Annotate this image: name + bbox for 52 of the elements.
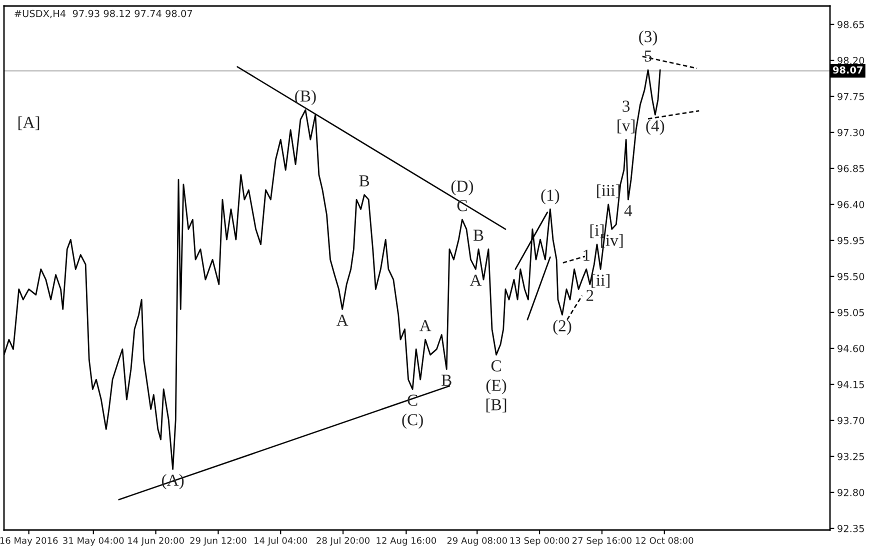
annotation: B [473, 230, 484, 241]
x-tick-label: 14 Jul 04:00 [254, 536, 308, 546]
x-tick-label: 14 Jun 20:00 [128, 537, 184, 546]
y-tick-label: 98.65 [838, 20, 864, 28]
x-tick-label: 31 May 04:00 [63, 537, 124, 546]
x-tick-label: 13 Sep 00:00 [510, 537, 570, 546]
annotation: (E) [486, 379, 506, 394]
annotation: C [457, 200, 467, 212]
annotation: [v] [618, 120, 635, 134]
y-tick-label: 94.15 [838, 380, 864, 388]
annotation: B [442, 374, 452, 386]
annotation: 2 [586, 290, 594, 301]
x-tick-label: 29 Aug 08:00 [447, 537, 507, 546]
annotation: (D) [451, 180, 474, 196]
y-tick-label: 96.85 [838, 164, 864, 172]
annotation: (2) [553, 320, 572, 335]
x-tick-label: 12 Aug 16:00 [376, 537, 436, 546]
y-tick-label: 92.80 [838, 488, 864, 496]
y-tick-label: 95.50 [838, 272, 864, 280]
y-tick-label: 95.05 [838, 308, 864, 316]
annotation: (1) [541, 189, 560, 204]
x-tick-label: 16 May 2016 [0, 537, 58, 546]
x-tick-label: 28 Jul 20:00 [316, 536, 370, 546]
annotation: A [470, 274, 482, 286]
ref-line-label: 98.07 [832, 66, 862, 74]
annotation: A [336, 314, 348, 326]
annotation: (4) [646, 120, 664, 135]
annotation: [B] [486, 398, 506, 412]
annotation: 1 [584, 250, 590, 261]
x-tick-label: 12 Oct 08:00 [636, 537, 694, 544]
y-tick-label: 98.20 [838, 56, 864, 64]
y-tick-label: 97.30 [838, 128, 864, 136]
annotation: (B) [295, 90, 316, 106]
y-tick-label: 92.35 [838, 524, 864, 532]
y-tick-label: 97.75 [838, 92, 864, 100]
y-tick-label: 96.40 [838, 200, 864, 208]
y-tick-label: 94.60 [838, 344, 864, 352]
x-tick-label: 29 Jun 12:00 [190, 537, 246, 546]
annotation: 3 [622, 100, 630, 112]
annotation: [A] [18, 116, 40, 130]
annotation: (3) [639, 30, 658, 46]
annotation: [ii] [592, 274, 610, 288]
y-tick-label: 95.95 [838, 236, 864, 244]
annotation: A [419, 320, 432, 332]
y-tick-label: 93.70 [838, 416, 864, 424]
annotation: B [359, 175, 370, 186]
annotation: (C) [402, 414, 423, 429]
annotation: 4 [624, 205, 632, 216]
chart-title: #USDX,H4 97.93 98.12 97.74 98.07 [14, 10, 192, 18]
x-tick-label: 27 Sep 16:00 [572, 537, 632, 546]
annotation: C [491, 360, 501, 372]
y-tick-label: 93.25 [838, 452, 864, 460]
